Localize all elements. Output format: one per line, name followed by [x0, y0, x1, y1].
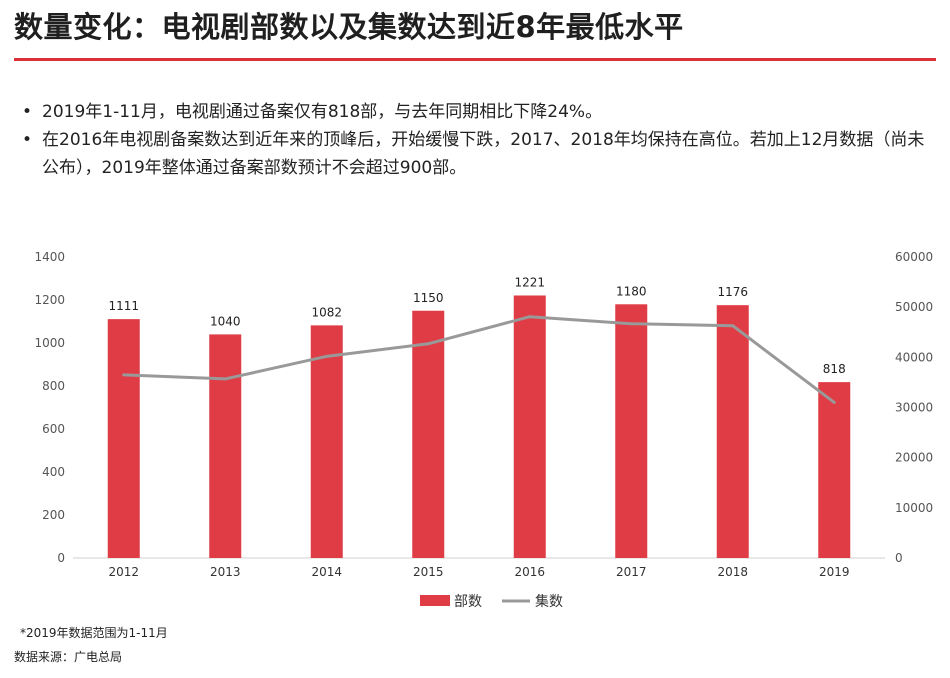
x-tick-label: 2014: [311, 565, 342, 579]
bar: [412, 310, 445, 558]
x-tick-label: 2017: [616, 565, 647, 579]
footnote: *2019年数据范围为1-11月: [20, 626, 168, 640]
y-left-tick-label: 1200: [34, 293, 65, 307]
y-right-tick-label: 30000: [895, 401, 933, 415]
y-right-tick-label: 40000: [895, 350, 933, 364]
y-right-tick-label: 0: [895, 551, 903, 565]
bar: [615, 304, 648, 558]
bar: [310, 325, 343, 558]
x-tick-label: 2016: [514, 565, 545, 579]
legend-label-line: 集数: [535, 593, 563, 610]
y-left-tick-label: 400: [42, 465, 65, 479]
bar-value-label: 1082: [311, 305, 342, 319]
line-point: [731, 324, 735, 328]
bar-value-label: 1040: [210, 314, 241, 328]
bullet-dot: •: [22, 130, 33, 150]
bar: [716, 305, 749, 558]
page-title: 数量变化：电视剧部数以及集数达到近8年最低水平: [14, 10, 684, 44]
line-point: [426, 342, 430, 346]
x-tick-label: 2018: [717, 565, 748, 579]
bar-value-label: 1180: [616, 284, 647, 298]
bar: [107, 319, 140, 558]
y-left-tick-label: 1000: [34, 336, 65, 350]
title-divider: [14, 58, 936, 61]
line-point: [223, 377, 227, 381]
x-tick-label: 2015: [413, 565, 444, 579]
y-right-tick-label: 20000: [895, 451, 933, 465]
legend-swatch-bar: [420, 595, 450, 606]
bar-value-label: 1176: [717, 285, 748, 299]
bar-value-label: 1111: [108, 299, 139, 313]
bar: [209, 334, 242, 558]
line-point: [629, 322, 633, 326]
data-source: 数据来源：广电总局: [14, 650, 123, 664]
bar: [818, 382, 851, 558]
bar-value-label: 818: [823, 362, 846, 376]
bar-value-label: 1221: [514, 275, 545, 289]
y-right-tick-label: 60000: [895, 250, 933, 264]
bullet-item: • 在2016年电视剧备案数达到近年来的顶峰后，开始缓慢下跌，2017、2018…: [22, 126, 937, 182]
x-tick-label: 2013: [210, 565, 241, 579]
y-left-tick-label: 0: [57, 551, 65, 565]
line-point: [122, 373, 126, 377]
y-right-tick-label: 50000: [895, 300, 933, 314]
line-point: [325, 354, 329, 358]
line-series: [123, 315, 836, 404]
bar-value-label: 1150: [413, 291, 444, 305]
bullet-item: • 2019年1-11月，电视剧通过备案仅有818部，与去年同期相比下降24%。: [22, 98, 937, 126]
x-tick-label: 2012: [108, 565, 139, 579]
y-left-tick-label: 600: [42, 422, 65, 436]
legend-label-bar: 部数: [454, 594, 482, 610]
bullet-list: • 2019年1-11月，电视剧通过备案仅有818部，与去年同期相比下降24%。…: [22, 98, 937, 182]
y-left-tick-label: 1400: [34, 250, 65, 264]
bullet-dot: •: [22, 102, 33, 122]
line-point: [528, 315, 532, 319]
line-point: [832, 400, 836, 404]
combo-chart: 0 200 400 600 800 1000 1200 1400 0 10000 20000 3000…: [34, 250, 933, 610]
y-left-tick-label: 200: [42, 508, 65, 522]
y-left-tick-label: 800: [42, 379, 65, 393]
bullet-text: 2019年1-11月，电视剧通过备案仅有818部，与去年同期相比下降24%。: [42, 102, 603, 122]
x-tick-label: 2019: [819, 565, 850, 579]
y-right-tick-label: 10000: [895, 501, 933, 515]
bullet-text: 在2016年电视剧备案数达到近年来的顶峰后，开始缓慢下跌，2017、2018年均…: [42, 130, 925, 178]
bar: [513, 295, 546, 558]
